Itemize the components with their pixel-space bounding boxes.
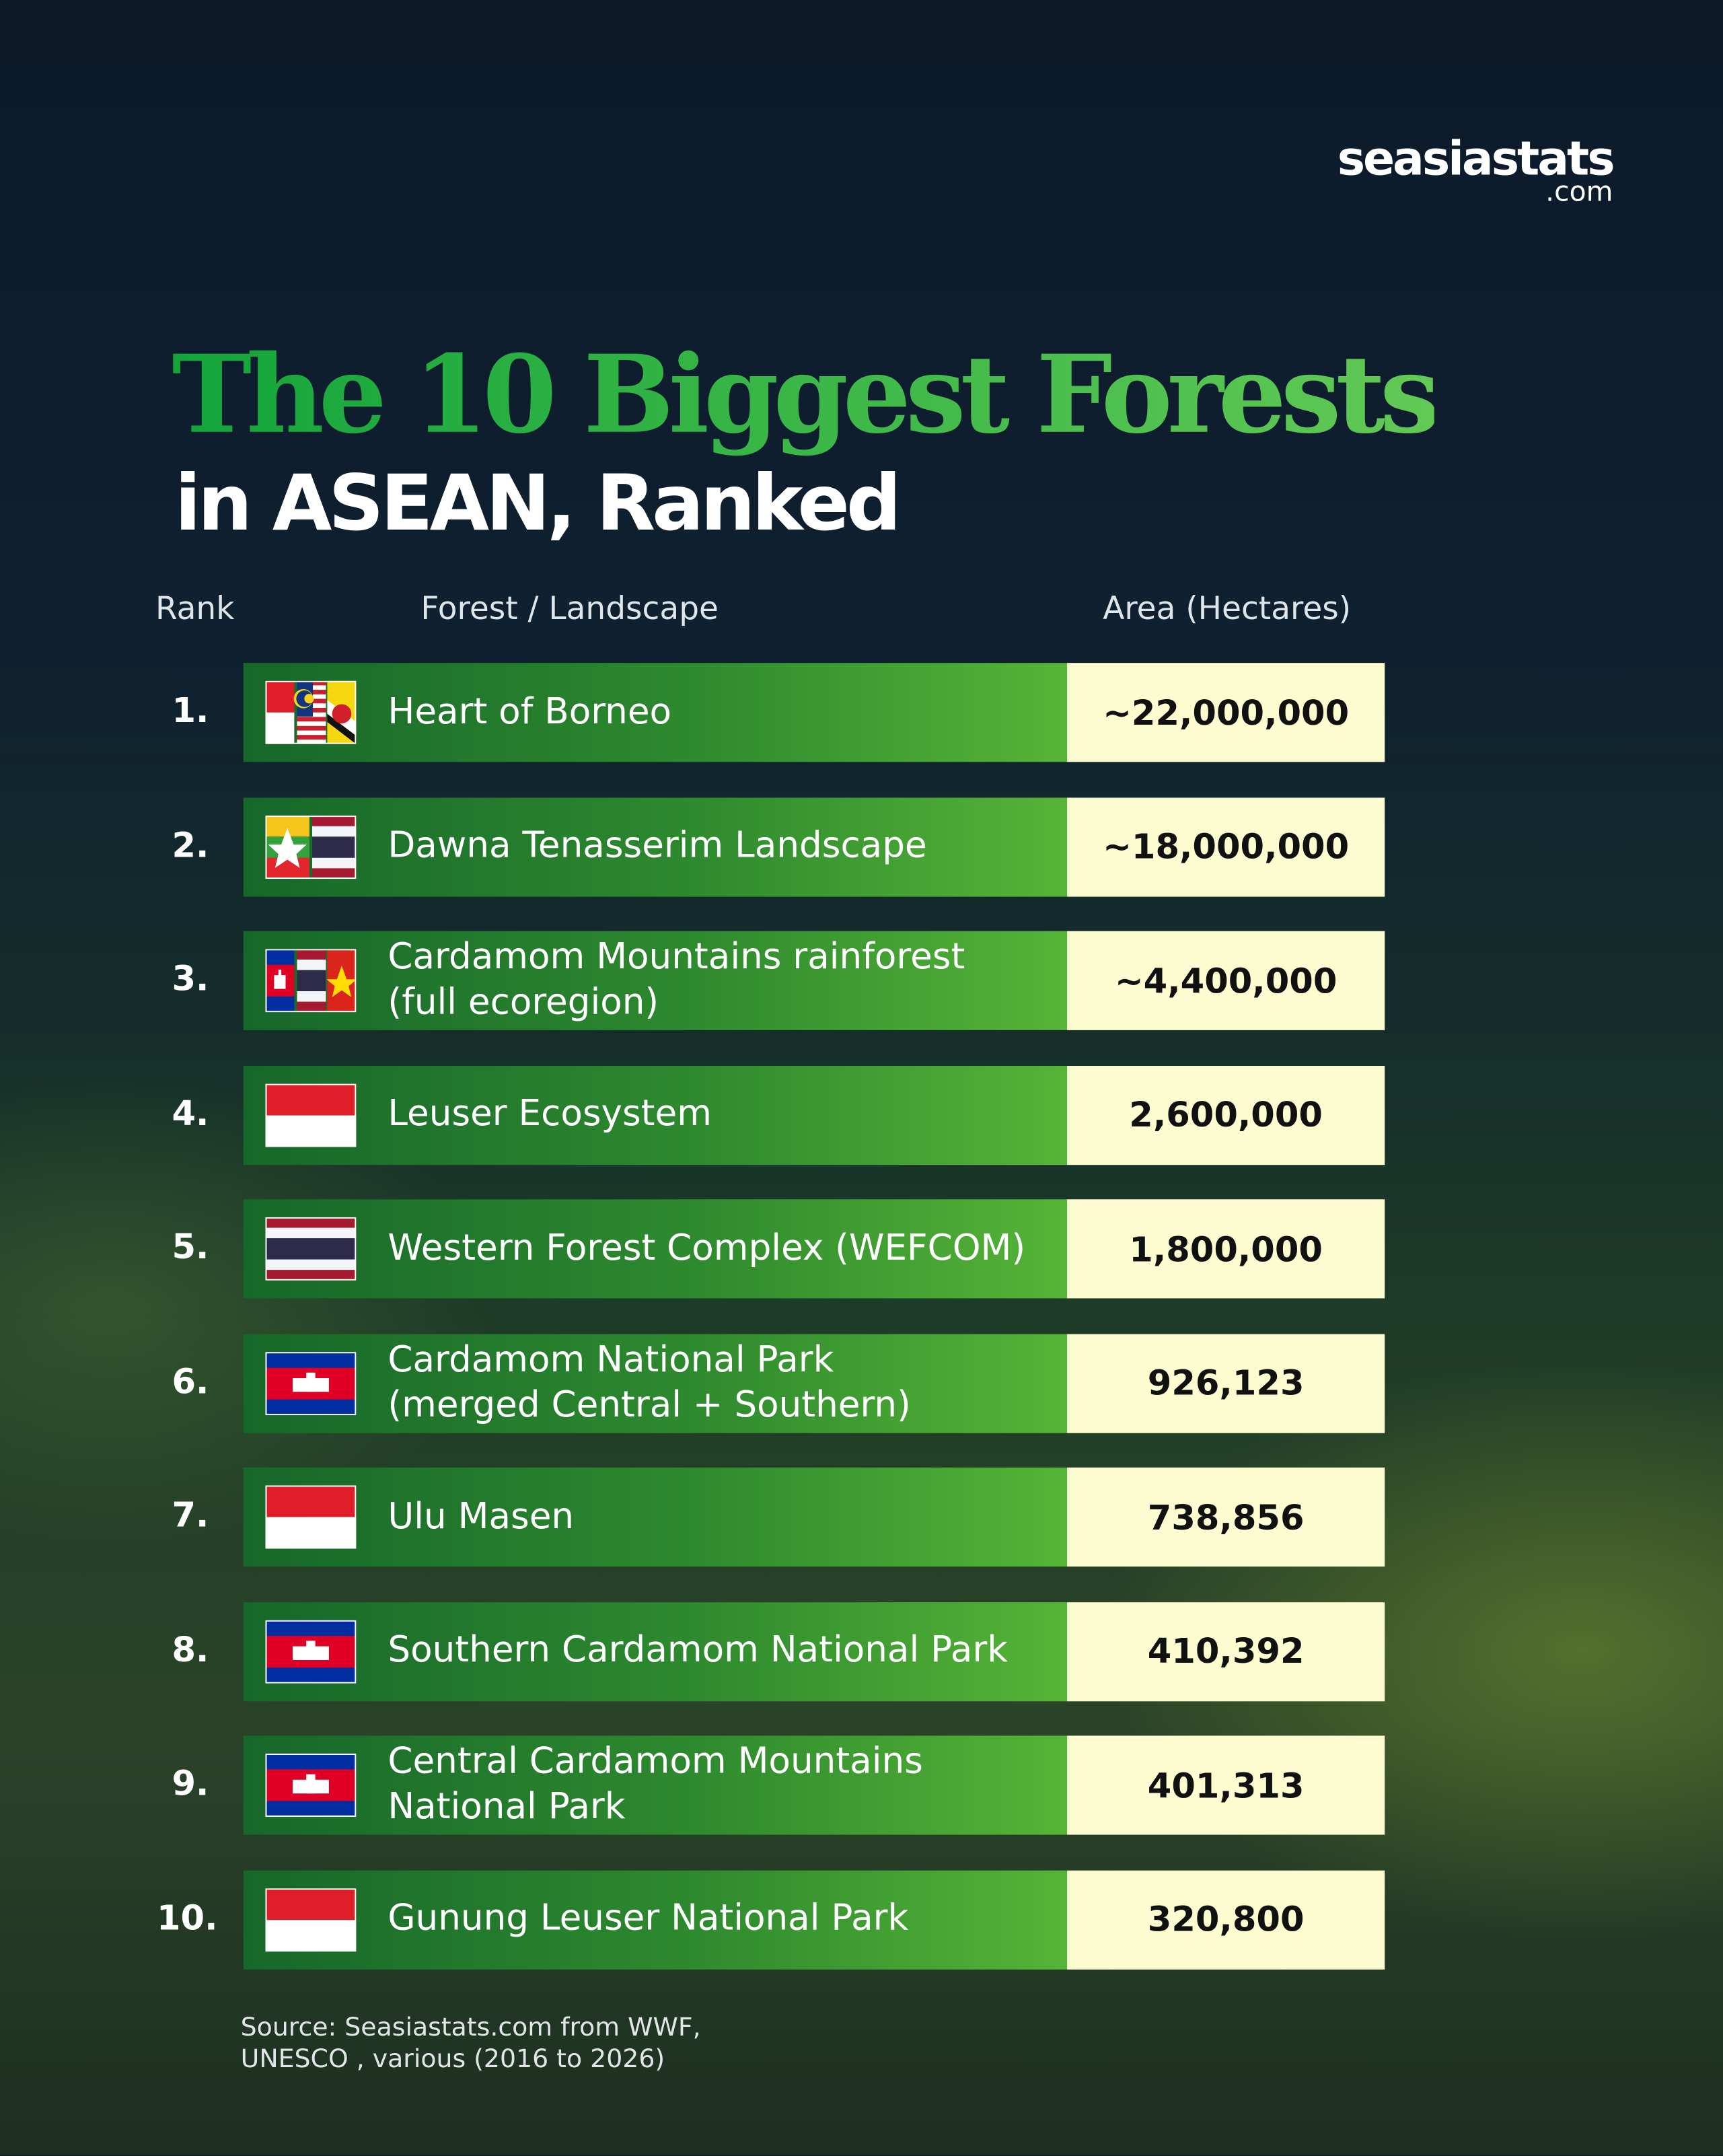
rank: 8. bbox=[172, 1628, 209, 1669]
name-line: (merged Central + Southern) bbox=[388, 1384, 911, 1426]
flag-icon bbox=[265, 815, 357, 879]
flag-icon bbox=[265, 1083, 357, 1147]
flag-icon bbox=[265, 1485, 357, 1549]
flag bbox=[265, 680, 357, 750]
forest-name: Cardamom Mountains rainforest (full ecore… bbox=[388, 931, 965, 1030]
rank: 10. bbox=[157, 1897, 218, 1937]
name-line: (full ecoregion) bbox=[388, 982, 659, 1023]
name-line: Central Cardamom Mountains bbox=[388, 1741, 923, 1783]
flag bbox=[265, 1888, 357, 1956]
area-value: 738,856 bbox=[1067, 1467, 1385, 1567]
rank: 3. bbox=[172, 958, 209, 999]
row-bar bbox=[243, 663, 1068, 762]
name-line: National Park bbox=[388, 1787, 626, 1828]
name-line: Leuser Ecosystem bbox=[388, 1093, 712, 1135]
rank: 9. bbox=[172, 1763, 209, 1803]
flag bbox=[265, 1753, 357, 1822]
forest-name: Western Forest Complex (WEFCOM) bbox=[388, 1199, 1025, 1298]
flag-icon bbox=[265, 1217, 357, 1281]
area-value: 1,800,000 bbox=[1067, 1199, 1385, 1299]
name-line: Ulu Masen bbox=[388, 1495, 575, 1538]
name-line: Cardamom Mountains rainforest bbox=[388, 936, 965, 978]
name-line: Dawna Tenasserim Landscape bbox=[388, 825, 927, 867]
forest-name: Dawna Tenasserim Landscape bbox=[388, 797, 926, 896]
flag bbox=[265, 1083, 357, 1152]
area-value: ~4,400,000 bbox=[1067, 931, 1385, 1030]
area-value: 410,392 bbox=[1067, 1602, 1385, 1701]
flag bbox=[265, 1351, 357, 1420]
brand-suffix: .com bbox=[1545, 174, 1613, 208]
row-bar bbox=[243, 1735, 1068, 1835]
source-line: UNESCO , various (2016 to 2026) bbox=[240, 2045, 665, 2075]
flag-icon bbox=[265, 1888, 357, 1951]
brand-logo: seasiastats .com bbox=[1337, 132, 1615, 208]
area-value: 320,800 bbox=[1067, 1869, 1385, 1969]
flag bbox=[265, 1217, 357, 1286]
rank: 6. bbox=[172, 1361, 209, 1401]
forest-name: Gunung Leuser National Park bbox=[388, 1870, 908, 1969]
row-bar bbox=[243, 1467, 1068, 1567]
flag-icon bbox=[265, 1753, 357, 1817]
column-header: Rank bbox=[155, 591, 235, 628]
source-note: Source: Seasiastats.com from WWF, UNESCO… bbox=[241, 2012, 701, 2075]
flag bbox=[265, 1619, 357, 1688]
column-header: Area (Hectares) bbox=[1103, 591, 1352, 628]
name-line: Gunung Leuser National Park bbox=[388, 1898, 909, 1939]
flag-icon bbox=[265, 680, 357, 744]
area-value: ~22,000,000 bbox=[1067, 663, 1385, 762]
name-line: Western Forest Complex (WEFCOM) bbox=[388, 1227, 1026, 1269]
forest-name: Southern Cardamom National Park bbox=[388, 1602, 1008, 1700]
row-bar bbox=[243, 1602, 1068, 1701]
flag-icon bbox=[265, 949, 357, 1013]
name-line: Cardamom National Park bbox=[388, 1338, 834, 1381]
source-line: Source: Seasiastats.com from WWF, bbox=[240, 2013, 701, 2043]
column-header: Forest / Landscape bbox=[420, 591, 719, 628]
forest-name: Ulu Masen bbox=[388, 1468, 574, 1567]
row-bar bbox=[243, 931, 1068, 1030]
area-value: 401,313 bbox=[1067, 1735, 1385, 1835]
flag bbox=[265, 1485, 357, 1554]
row-bar bbox=[243, 1065, 1068, 1165]
flag bbox=[265, 949, 357, 1017]
flag bbox=[265, 815, 357, 884]
brand-name: seasiastats bbox=[1337, 132, 1615, 187]
title: The 10 Biggest Forests bbox=[172, 327, 1440, 464]
rank: 2. bbox=[172, 824, 209, 865]
name-line: Heart of Borneo bbox=[388, 691, 672, 733]
forest-name: Central Cardamom Mountains National Park bbox=[388, 1735, 922, 1834]
flag-icon bbox=[265, 1351, 357, 1415]
row-bar bbox=[243, 797, 1068, 896]
row-bar bbox=[243, 1199, 1068, 1299]
subtitle: in ASEAN, Ranked bbox=[174, 459, 902, 549]
forest-name: Heart of Borneo bbox=[388, 663, 671, 762]
rank: 5. bbox=[172, 1227, 209, 1267]
rank: 1. bbox=[172, 690, 209, 731]
area-value: 2,600,000 bbox=[1067, 1065, 1385, 1165]
area-value: 926,123 bbox=[1067, 1333, 1385, 1433]
rank: 4. bbox=[172, 1092, 209, 1133]
row-bar bbox=[243, 1333, 1068, 1433]
rank: 7. bbox=[172, 1495, 209, 1535]
area-value: ~18,000,000 bbox=[1067, 797, 1385, 896]
forest-name: Cardamom National Park (merged Central + … bbox=[388, 1334, 910, 1433]
name-line: Southern Cardamom National Park bbox=[388, 1630, 1009, 1672]
forest-name: Leuser Ecosystem bbox=[388, 1065, 712, 1164]
row-bar bbox=[243, 1869, 1068, 1969]
flag-icon bbox=[265, 1619, 357, 1683]
